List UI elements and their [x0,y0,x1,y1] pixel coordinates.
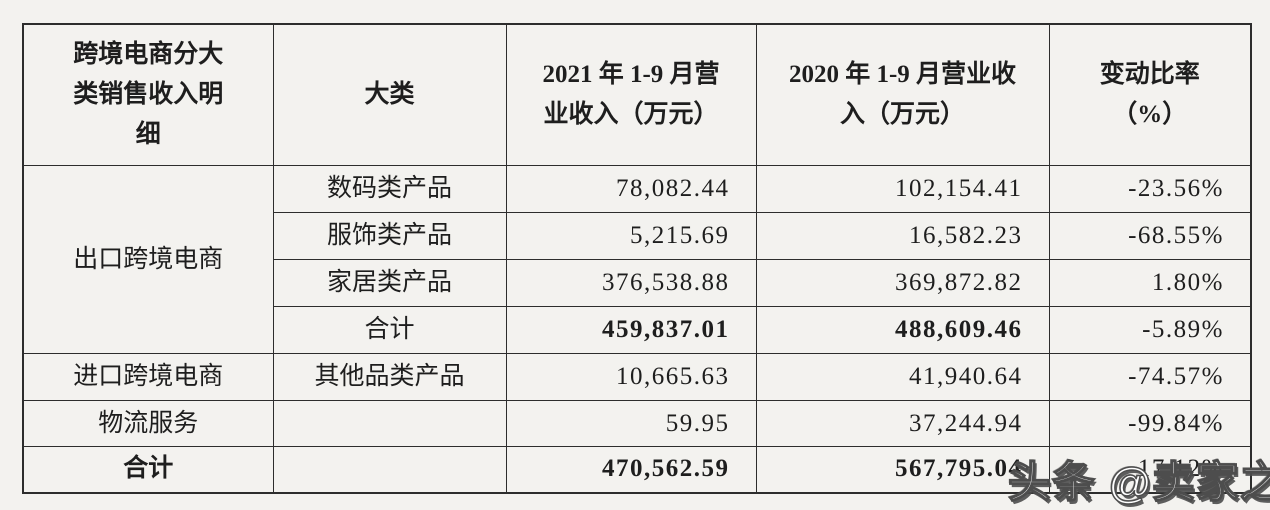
table-row-logistics: 物流服务 59.95 37,244.94 -99.84% [22,400,1252,447]
cell-rev2020: 37,244.94 [755,400,1050,447]
header-category: 大类 [272,23,507,166]
table-row-import: 进口跨境电商 其他品类产品 10,665.63 41,940.64 -74.57… [22,353,1252,401]
header-rev2020: 2020 年 1-9 月营业收入（万元） [755,23,1050,166]
cell-change: -68.55% [1048,212,1252,260]
toutiao-watermark: 头条 @卖家之家 [1007,458,1270,508]
cell-change: -99.84% [1048,400,1252,447]
group-logistics: 物流服务 [22,400,274,447]
cell-rev2020: 41,940.64 [755,353,1050,401]
cell-rev2020: 567,795.04 [755,446,1050,493]
group-export-ecommerce: 出口跨境电商 [22,165,274,354]
cell-category [272,446,507,493]
cell-category: 其他品类产品 [272,353,507,401]
cell-rev2020: 369,872.82 [755,259,1050,307]
revenue-breakdown-table: 跨境电商分大类销售收入明细 大类 2021 年 1-9 月营业收入（万元） 20… [22,23,1252,494]
cell-change: 1.80% [1048,259,1252,307]
cell-rev2021: 376,538.88 [505,259,757,307]
cell-category: 家居类产品 [272,259,507,307]
cell-rev2021: 5,215.69 [505,212,757,260]
cell-change: -74.57% [1048,353,1252,401]
cell-category: 合计 [272,306,507,354]
cell-rev2021: 459,837.01 [505,306,757,354]
header-row: 跨境电商分大类销售收入明细 大类 2021 年 1-9 月营业收入（万元） 20… [22,23,1252,166]
cell-rev2020: 16,582.23 [755,212,1050,260]
header-rev2021: 2021 年 1-9 月营业收入（万元） [505,23,757,166]
cell-category [272,400,507,447]
cell-rev2021: 78,082.44 [505,165,757,213]
cell-rev2020: 102,154.41 [755,165,1050,213]
header-detail: 跨境电商分大类销售收入明细 [22,23,274,166]
cell-rev2021: 59.95 [505,400,757,447]
cell-change: -23.56% [1048,165,1252,213]
cell-rev2021: 10,665.63 [505,353,757,401]
table-row-digital: 出口跨境电商 数码类产品 78,082.44 102,154.41 -23.56… [22,165,1252,354]
cell-category: 数码类产品 [272,165,507,213]
header-change: 变动比率（%） [1048,23,1252,166]
cell-rev2020: 488,609.46 [755,306,1050,354]
group-import-ecommerce: 进口跨境电商 [22,353,274,401]
cell-change: -5.89% [1048,306,1252,354]
cell-change: -17.12% [1048,446,1252,493]
cell-rev2021: 470,562.59 [505,446,757,493]
cell-category: 服饰类产品 [272,212,507,260]
table-row-export-subtotal: 合计 459,837.01 488,609.46 -5.89% [23,306,1252,354]
group-total: 合计 [22,446,274,493]
table-row-grand-total: 合计 470,562.59 567,795.04 -17.12% [22,446,1252,493]
